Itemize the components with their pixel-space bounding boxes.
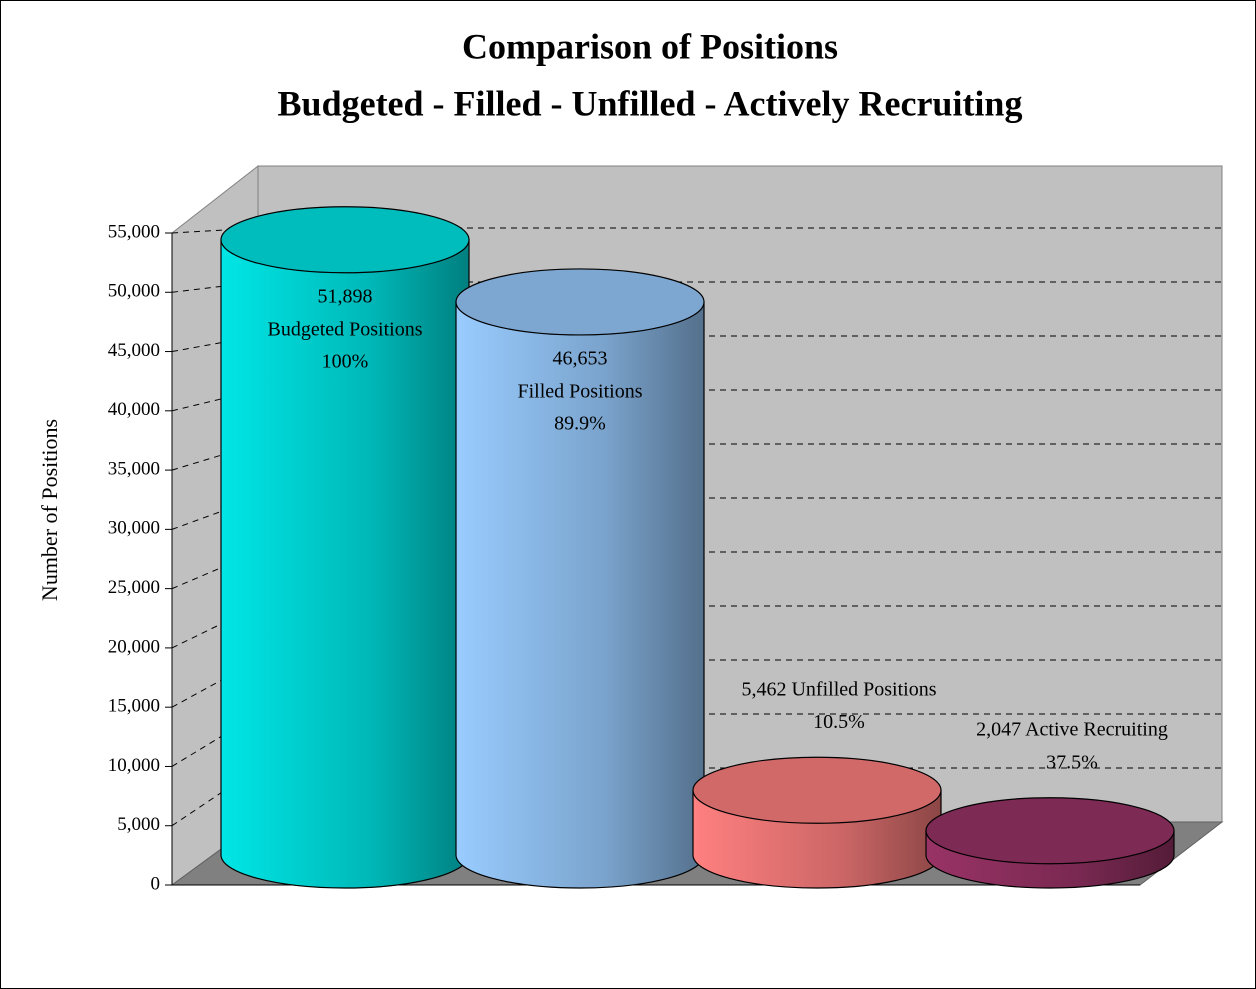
cylinder-top xyxy=(925,797,1175,865)
grid-line xyxy=(171,335,259,353)
grid-line xyxy=(171,389,259,412)
percent-label: 37.5% xyxy=(1046,751,1098,773)
value-label: 5,462 xyxy=(741,678,786,700)
grid-line xyxy=(171,713,259,767)
y-tick-label: 50,000 xyxy=(108,281,160,302)
y-tick-label: 5,000 xyxy=(117,814,160,835)
y-tick-label: 45,000 xyxy=(108,340,160,361)
category-label: Budgeted Positions xyxy=(267,318,422,340)
y-tick-label: 20,000 xyxy=(108,636,160,657)
data-label: 46,653 xyxy=(553,348,608,370)
cylinder-body xyxy=(455,301,705,889)
y-tick-label: 35,000 xyxy=(108,458,160,479)
category-label: Filled Positions xyxy=(517,381,642,403)
category-label: Unfilled Positions xyxy=(791,678,936,700)
y-tick-label: 40,000 xyxy=(108,399,160,420)
y-tick-label: 30,000 xyxy=(108,518,160,539)
y-tick-label: 0 xyxy=(151,873,161,894)
chart-title: Comparison of Positions xyxy=(462,26,838,66)
percent-label: 10.5% xyxy=(813,711,865,733)
cylinder-top xyxy=(455,268,705,336)
y-tick-label: 10,000 xyxy=(108,755,160,776)
y-tick-label: 55,000 xyxy=(108,221,160,242)
data-label: 51,898 xyxy=(318,285,373,307)
category-label: Active Recruiting xyxy=(1025,718,1168,740)
percent-label: 100% xyxy=(322,350,369,372)
grid-line xyxy=(171,281,259,293)
grid-line xyxy=(171,443,259,471)
value-label: 2,047 xyxy=(976,718,1021,740)
y-tick-label: 25,000 xyxy=(108,577,160,598)
grid-line xyxy=(171,497,259,530)
y-tick-label: 15,000 xyxy=(108,696,160,717)
cylinder-body xyxy=(220,239,470,889)
cylinder-top xyxy=(692,756,942,824)
y-axis-label: Number of Positions xyxy=(37,419,62,601)
percent-label: 89.9% xyxy=(554,413,606,435)
data-label: 2,047 Active Recruiting xyxy=(976,718,1168,740)
cylinder-top xyxy=(220,206,470,274)
data-label: 5,462 Unfilled Positions xyxy=(741,678,936,700)
chart-subtitle: Budgeted - Filled - Unfilled - Actively … xyxy=(278,83,1023,123)
